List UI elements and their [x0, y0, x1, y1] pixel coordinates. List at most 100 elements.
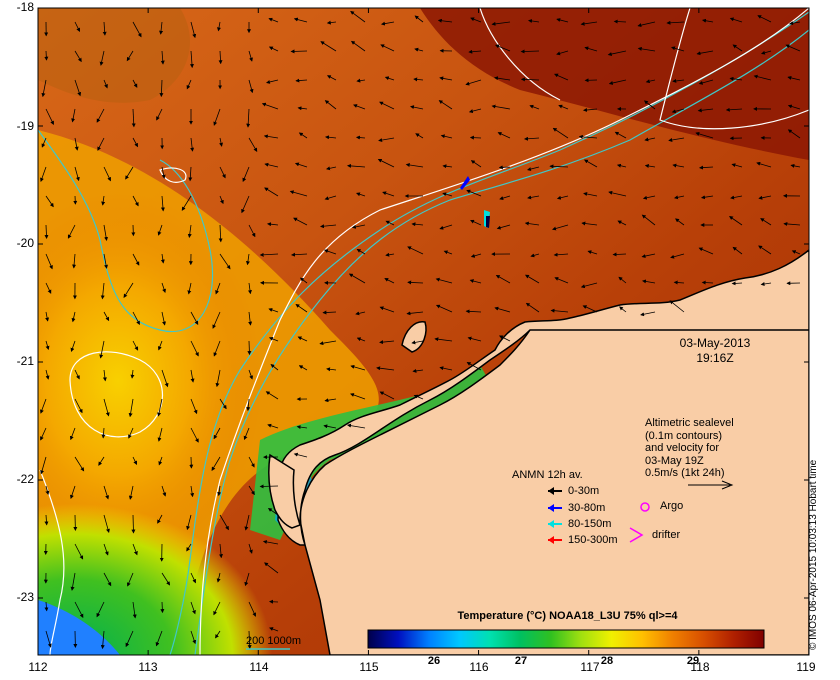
- velocity-arrow: [102, 21, 107, 36]
- velocity-arrow: [44, 224, 49, 239]
- velocity-arrow: [553, 252, 569, 257]
- velocity-arrow: [412, 368, 424, 373]
- velocity-arrow: [100, 282, 105, 300]
- velocity-arrow: [730, 195, 743, 200]
- velocity-arrow: [186, 543, 192, 552]
- velocity-arrow: [161, 485, 167, 497]
- velocity-arrow: [45, 369, 50, 380]
- velocity-arrow: [702, 18, 714, 23]
- velocity-arrow: [128, 427, 134, 439]
- velocity-arrow: [556, 18, 569, 23]
- velocity-arrow: [155, 630, 163, 647]
- velocity-arrow: [74, 456, 85, 472]
- velocity-arrow: [268, 308, 279, 313]
- velocity-arrow: [666, 20, 685, 25]
- velocity-arrow: [103, 398, 110, 417]
- velocity-arrow: [583, 107, 598, 112]
- velocity-arrow: [40, 398, 47, 414]
- velocity-arrow: [322, 310, 337, 315]
- isobath-west: [38, 129, 214, 333]
- velocity-arrow: [583, 192, 598, 197]
- velocity-arrow: [246, 398, 251, 412]
- velocity-arrow: [190, 485, 195, 498]
- altimetry-line: 03-May 19Z: [645, 454, 704, 467]
- velocity-arrow: [495, 44, 511, 52]
- velocity-arrow: [212, 311, 221, 329]
- velocity-arrow: [132, 79, 138, 88]
- velocity-arrow: [758, 245, 772, 255]
- velocity-arrow: [102, 369, 107, 382]
- colorbar-tick-label: 28: [600, 655, 614, 667]
- velocity-arrow: [644, 137, 656, 142]
- velocity-arrow: [130, 369, 135, 379]
- velocity-arrow: [616, 163, 627, 168]
- sealevel-contour-3: [199, 8, 809, 655]
- velocity-arrow: [376, 366, 395, 371]
- velocity-arrow: [347, 423, 366, 429]
- velocity-arrow: [466, 362, 482, 371]
- velocity-arrow: [97, 137, 105, 151]
- velocity-arrow: [103, 543, 109, 556]
- isobath-200m: [169, 11, 809, 655]
- velocity-arrow: [125, 630, 134, 648]
- velocity-arrow: [248, 485, 255, 496]
- velocity-arrow: [132, 137, 138, 148]
- velocity-arrow: [41, 79, 47, 98]
- velocity-arrow: [787, 104, 801, 110]
- velocity-arrow: [613, 19, 627, 24]
- velocity-arrow: [74, 79, 82, 97]
- velocity-arrow: [758, 195, 772, 200]
- plot-frame: [37, 7, 810, 656]
- velocity-arrow: [789, 21, 801, 26]
- lon-tick-label: 116: [469, 660, 489, 674]
- velocity-arrow: [671, 108, 685, 114]
- velocity-arrow: [74, 601, 84, 619]
- velocity-arrow: [161, 572, 171, 586]
- velocity-arrow: [641, 253, 656, 258]
- velocity-arrow: [295, 78, 308, 83]
- velocity-arrow: [497, 132, 511, 139]
- land-island: [401, 321, 427, 353]
- velocity-arrow: [160, 601, 165, 614]
- velocity-arrow: [732, 44, 743, 52]
- velocity-arrow: [103, 311, 110, 322]
- velocity-arrow: [218, 224, 223, 243]
- velocity-arrow: [406, 311, 424, 316]
- velocity-arrow: [414, 47, 424, 52]
- velocity-arrow: [44, 601, 49, 612]
- velocity-arrow: [244, 514, 250, 531]
- velocity-arrow: [297, 336, 308, 342]
- velocity-arrow: [158, 456, 163, 466]
- velocity-arrow: [614, 131, 627, 139]
- velocity-arrow: [100, 630, 105, 650]
- velocity-arrow: [101, 195, 106, 206]
- anmn-arrow-0-30m: [548, 487, 562, 495]
- velocity-arrow: [294, 162, 308, 168]
- velocity-arrow: [219, 253, 231, 270]
- velocity-arrow: [642, 195, 656, 200]
- drifter-marker: [629, 527, 644, 543]
- velocity-arrow: [160, 253, 165, 264]
- velocity-arrow: [524, 221, 540, 226]
- velocity-arrow: [670, 253, 685, 259]
- velocity-arrow: [323, 424, 337, 429]
- velocity-arrow: [44, 514, 49, 526]
- velocity-arrow: [494, 306, 511, 313]
- velocity-arrow: [439, 76, 453, 81]
- velocity-arrow: [45, 485, 50, 495]
- velocity-arrow: [645, 79, 656, 84]
- velocity-arrow: [103, 166, 111, 182]
- velocity-arrow: [161, 311, 166, 326]
- velocity-arrow: [498, 335, 511, 342]
- velocity-arrow: [263, 134, 279, 139]
- velocity-arrow: [74, 369, 80, 380]
- velocity-arrow: [267, 423, 279, 429]
- velocity-arrow: [580, 21, 598, 26]
- sst-cloud-gap: [38, 8, 190, 103]
- velocity-arrow: [356, 248, 366, 255]
- velocity-arrow: [470, 160, 482, 168]
- velocity-arrow: [435, 277, 453, 284]
- altimetry-scale-arrow: [688, 480, 734, 490]
- velocity-arrow: [729, 76, 743, 81]
